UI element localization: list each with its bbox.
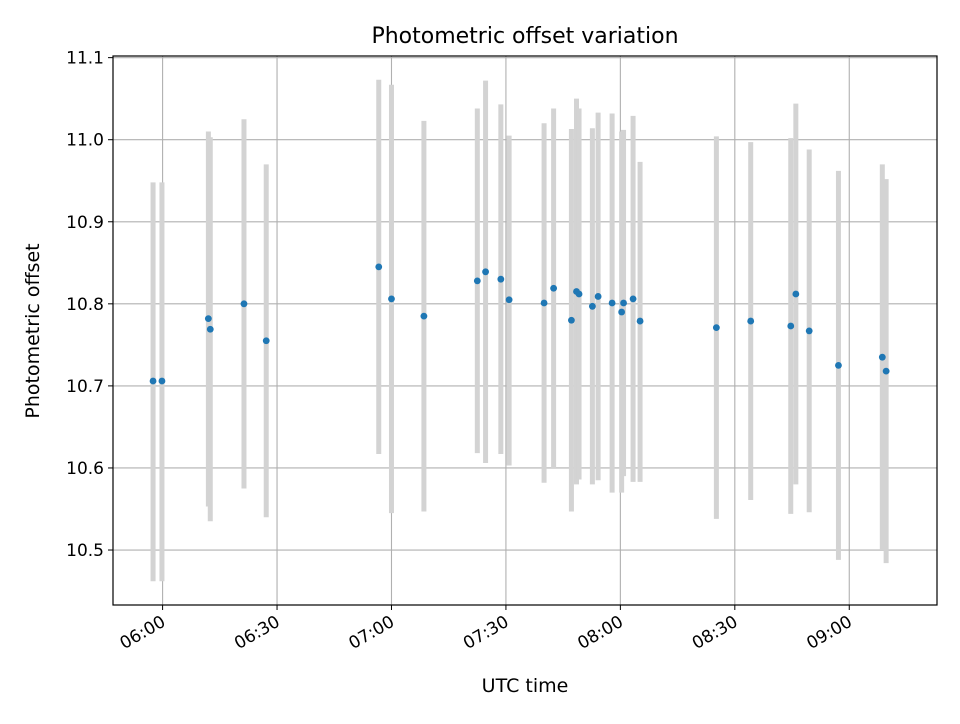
data-point xyxy=(420,312,428,320)
data-point xyxy=(240,300,248,308)
data-point xyxy=(882,367,890,375)
data-point xyxy=(505,296,513,304)
data-point xyxy=(149,377,157,385)
data-point xyxy=(262,337,270,345)
data-point xyxy=(878,353,886,361)
y-axis-label: Photometric offset xyxy=(22,243,44,418)
y-tick-label: 10.6 xyxy=(66,459,104,479)
data-points xyxy=(149,263,890,385)
chart-title: Photometric offset variation xyxy=(371,24,678,49)
data-point xyxy=(497,275,505,283)
data-point xyxy=(594,293,602,300)
y-tick-label: 11.1 xyxy=(66,49,104,69)
data-point xyxy=(787,322,795,330)
data-point xyxy=(206,325,214,333)
data-point xyxy=(608,299,616,307)
plot-frame xyxy=(112,55,938,606)
y-tick-label: 10.7 xyxy=(66,377,104,397)
data-point xyxy=(835,361,842,369)
data-point xyxy=(792,290,800,298)
data-point xyxy=(805,327,813,335)
data-point xyxy=(712,324,720,332)
x-axis-label: UTC time xyxy=(482,675,569,697)
y-tick-label: 10.9 xyxy=(66,213,104,233)
data-point xyxy=(575,290,583,298)
data-point xyxy=(747,317,755,325)
y-tick-label: 10.5 xyxy=(66,541,104,561)
data-point xyxy=(588,302,596,310)
data-point xyxy=(375,263,383,271)
data-point xyxy=(204,315,212,323)
data-point xyxy=(629,295,637,303)
y-axis-ticks: 10.5 10.6 10.7 10.8 10.9 11.0 11.1 xyxy=(66,49,113,561)
data-point xyxy=(568,316,575,324)
data-point xyxy=(636,317,644,325)
data-point xyxy=(388,295,395,303)
data-point xyxy=(620,299,627,307)
y-tick-label: 10.8 xyxy=(66,295,104,315)
data-point xyxy=(482,268,489,276)
data-point xyxy=(540,299,548,307)
data-point xyxy=(618,308,626,316)
data-point xyxy=(550,284,558,292)
data-point xyxy=(473,277,481,285)
data-point xyxy=(158,377,166,385)
y-tick-label: 11.0 xyxy=(66,131,104,151)
